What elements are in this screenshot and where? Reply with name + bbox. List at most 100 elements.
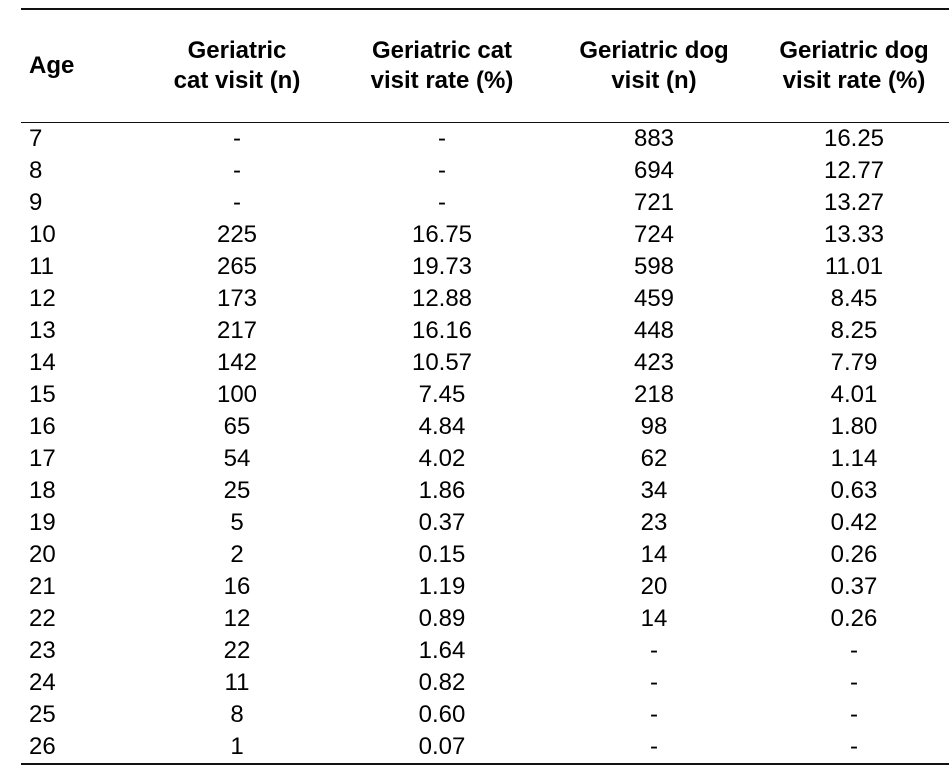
cell-dog-visit-n: 448 xyxy=(633,317,675,344)
table-row: 8 - - 694 12.77 xyxy=(21,155,949,187)
header-dog-visit-rate-line-1: Geriatric dog xyxy=(779,37,929,64)
cell-cat-visit-rate: 7.45 xyxy=(418,381,466,408)
table-row: 16 65 4.84 98 1.80 xyxy=(21,411,949,443)
cell-age: 18 xyxy=(29,477,56,504)
cell-cat-visit-n: - xyxy=(233,189,241,216)
cell-dog-visit-n: 423 xyxy=(633,349,675,376)
cell-cat-visit-rate: 0.37 xyxy=(418,509,466,536)
table-body: 7- -883 16.25 8- -694 12.77 9- -721 13.27 10 225 16… xyxy=(21,123,949,764)
cell-dog-visit-n: 883 xyxy=(633,125,675,152)
cell-dog-visit-n: 218 xyxy=(633,381,675,408)
table-row: 10 225 16.75 724 13.33 xyxy=(21,219,949,251)
table-row: 21 16 1.19 20 0.37 xyxy=(21,571,949,603)
cell-cat-visit-rate: 1.19 xyxy=(418,573,466,600)
cell-cat-visit-rate: 1.64 xyxy=(418,637,466,664)
cell-cat-visit-rate: 0.07 xyxy=(418,733,466,760)
cell-cat-visit-rate: 0.82 xyxy=(418,669,466,696)
cell-dog-visit-n: - xyxy=(650,701,658,728)
cell-cat-visit-rate: 19.73 xyxy=(411,253,473,280)
header-dog-visit-rate-line-2: visit rate (%) xyxy=(782,67,926,94)
cell-cat-visit-n: 65 xyxy=(223,413,251,440)
header-dog-visit-rate: Geriatric dog visit rate (%) xyxy=(759,9,949,123)
table-row: 13 217 16.16 448 8.25 xyxy=(21,315,949,347)
cell-age: 7 xyxy=(29,125,43,152)
cell-dog-visit-rate: 16.25 xyxy=(823,125,885,152)
cell-age: 13 xyxy=(29,317,56,344)
cell-dog-visit-rate: 0.37 xyxy=(830,573,878,600)
header-cat-visit-n-line-1: Geriatric xyxy=(187,37,287,64)
table-row: 7 - - 883 16.25 xyxy=(21,123,949,156)
table-row: 19 5 0.37 23 0.42 xyxy=(21,507,949,539)
cell-dog-visit-rate: 0.26 xyxy=(830,605,878,632)
cell-dog-visit-rate: - xyxy=(850,701,858,728)
table-row: 25 8 0.60 - - xyxy=(21,699,949,731)
cell-dog-visit-n: 694 xyxy=(633,157,675,184)
cell-cat-visit-n: 22 xyxy=(223,637,251,664)
header-cat-visit-rate: Geriatric cat visit rate (%) xyxy=(335,9,549,123)
cell-dog-visit-rate: 0.26 xyxy=(830,541,878,568)
cell-cat-visit-rate: 0.89 xyxy=(418,605,466,632)
cell-dog-visit-n: 20 xyxy=(640,573,668,600)
cell-dog-visit-n: - xyxy=(650,733,658,760)
cell-cat-visit-n: 100 xyxy=(216,381,258,408)
cell-dog-visit-rate: 4.01 xyxy=(830,381,878,408)
cell-cat-visit-rate: 0.15 xyxy=(418,541,466,568)
table-row: 14 142 10.57 423 7.79 xyxy=(21,347,949,379)
cell-age: 14 xyxy=(29,349,56,376)
cell-cat-visit-rate: 16.16 xyxy=(411,317,473,344)
cell-cat-visit-n: 173 xyxy=(216,285,258,312)
cell-dog-visit-rate: 1.80 xyxy=(830,413,878,440)
cell-age: 20 xyxy=(29,541,56,568)
cell-dog-visit-rate: 8.25 xyxy=(830,317,878,344)
cell-age: 21 xyxy=(29,573,56,600)
cell-age: 15 xyxy=(29,381,56,408)
cell-cat-visit-n: 25 xyxy=(223,477,251,504)
cell-dog-visit-rate: 13.33 xyxy=(823,221,885,248)
cell-dog-visit-rate: 12.77 xyxy=(823,157,885,184)
cell-dog-visit-rate: 0.63 xyxy=(830,477,878,504)
header-cat-visit-rate-line-1: Geriatric cat xyxy=(371,37,513,64)
cell-cat-visit-n: 217 xyxy=(216,317,258,344)
cell-dog-visit-rate: - xyxy=(850,733,858,760)
cell-cat-visit-rate: - xyxy=(438,157,446,184)
cell-age: 16 xyxy=(29,413,56,440)
cell-age: 8 xyxy=(29,157,43,184)
table-row: 12 173 12.88 459 8.45 xyxy=(21,283,949,315)
cell-cat-visit-rate: - xyxy=(438,125,446,152)
cell-cat-visit-n: 265 xyxy=(216,253,258,280)
cell-dog-visit-n: - xyxy=(650,637,658,664)
cell-dog-visit-rate: 13.27 xyxy=(823,189,885,216)
cell-cat-visit-n: 8 xyxy=(230,701,244,728)
cell-dog-visit-n: 459 xyxy=(633,285,675,312)
cell-dog-visit-n: 98 xyxy=(640,413,668,440)
cell-age: 11 xyxy=(29,253,54,280)
cell-cat-visit-n: 2 xyxy=(230,541,244,568)
cell-cat-visit-rate: 4.84 xyxy=(418,413,466,440)
cell-dog-visit-rate: 1.14 xyxy=(830,445,878,472)
cell-cat-visit-rate: 0.60 xyxy=(418,701,466,728)
cell-cat-visit-rate: 4.02 xyxy=(418,445,466,472)
header-age-line-1: Age xyxy=(29,52,75,79)
table-row: 18 25 1.86 34 0.63 xyxy=(21,475,949,507)
cell-age: 22 xyxy=(29,605,56,632)
cell-cat-visit-n: 16 xyxy=(223,573,251,600)
table-row: 17 54 4.02 62 1.14 xyxy=(21,443,949,475)
header-dog-visit-n-line-1: Geriatric dog xyxy=(579,37,729,64)
cell-cat-visit-rate: 1.86 xyxy=(418,477,466,504)
cell-cat-visit-n: 11 xyxy=(224,669,250,696)
header-cat-visit-n: Geriatric cat visit (n) xyxy=(139,9,335,123)
cell-dog-visit-n: 34 xyxy=(640,477,668,504)
cell-dog-visit-rate: 0.42 xyxy=(830,509,878,536)
cell-age: 19 xyxy=(29,509,56,536)
header-row: Age Geriatric cat visit (n) Geriatric ca… xyxy=(21,9,949,123)
table-row: 9 - - 721 13.27 xyxy=(21,187,949,219)
cell-dog-visit-n: 14 xyxy=(640,605,668,632)
cell-age: 10 xyxy=(29,221,56,248)
geriatric-visits-table-container: Age Geriatric cat visit (n) Geriatric ca… xyxy=(21,8,949,765)
header-dog-visit-n: Geriatric dog visit (n) xyxy=(549,9,759,123)
cell-cat-visit-rate: 16.75 xyxy=(411,221,473,248)
table-row: 23 22 1.64 - - xyxy=(21,635,949,667)
table-header: Age Geriatric cat visit (n) Geriatric ca… xyxy=(21,9,949,123)
table-row: 15 100 7.45 218 4.01 xyxy=(21,379,949,411)
cell-cat-visit-n: 5 xyxy=(230,509,244,536)
